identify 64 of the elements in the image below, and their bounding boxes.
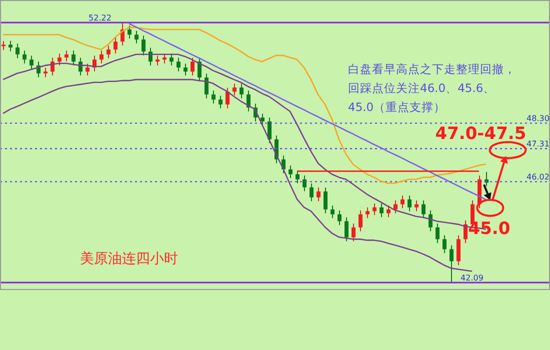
candlestick (394, 200, 398, 214)
annotation: 47.0-47.5 (435, 124, 526, 144)
ref-line-label: 46.02 (526, 172, 550, 182)
candlestick (16, 43, 20, 59)
ref-line-label: 47.31 (526, 140, 550, 149)
candlestick (408, 195, 412, 212)
candlestick (142, 35, 146, 56)
candlestick (30, 55, 34, 70)
candlestick (198, 57, 202, 82)
candlestick (344, 216, 349, 242)
candlestick (22, 50, 27, 64)
candlestick (232, 83, 237, 96)
candlestick (436, 223, 440, 244)
candlestick (44, 67, 48, 78)
candlestick (72, 50, 76, 66)
candlestick (8, 40, 13, 52)
ref-line-label: 42.09 (460, 274, 484, 283)
candlestick (162, 53, 167, 64)
candlestick (330, 205, 335, 219)
ref-line-label: 52.22 (88, 14, 112, 23)
candlestick (372, 203, 377, 216)
candlestick (310, 182, 314, 202)
candlestick (58, 53, 62, 66)
candlestick (226, 87, 230, 109)
ref-line-label: 48.30 (526, 114, 550, 124)
candlestick (442, 234, 447, 254)
candlestick (260, 113, 265, 126)
candlestick (100, 50, 104, 64)
candlestick (128, 25, 132, 39)
candlestick (170, 53, 174, 66)
candlestick (240, 83, 244, 99)
candlestick (380, 203, 384, 218)
candlestick (338, 210, 342, 226)
candlestick (176, 57, 181, 72)
candlestick (324, 187, 328, 214)
candlestick (190, 57, 195, 76)
candlestick (288, 165, 293, 179)
candlestick (204, 73, 209, 99)
candlestick (106, 45, 111, 59)
candlestick (218, 95, 223, 109)
candlestick (456, 234, 461, 266)
candlestick (358, 210, 363, 232)
candlestick (86, 63, 90, 76)
candlestick (400, 195, 405, 209)
candlestick (212, 90, 216, 104)
annotation: 美原油连四小时 (80, 250, 179, 269)
annotation: 白盘看早高点之下走整理回撤，回踩点位关注46.0、45.6、45.0（重点支撑） (348, 61, 517, 116)
candlestick (352, 223, 356, 242)
candlestick (296, 170, 300, 184)
candlestick (450, 244, 454, 284)
candlestick (316, 187, 321, 202)
annotation: 45.0 (468, 218, 510, 239)
candlestick (184, 63, 188, 76)
candlestick (366, 206, 370, 219)
candlestick (134, 30, 139, 44)
candlestick (148, 47, 153, 66)
candlestick (268, 117, 272, 144)
candlestick (114, 37, 118, 54)
candlestick (156, 55, 160, 66)
candlestick (64, 50, 69, 62)
candlestick (414, 200, 419, 212)
candlestick (302, 175, 307, 192)
candlestick (422, 200, 426, 219)
candlestick (386, 205, 391, 218)
